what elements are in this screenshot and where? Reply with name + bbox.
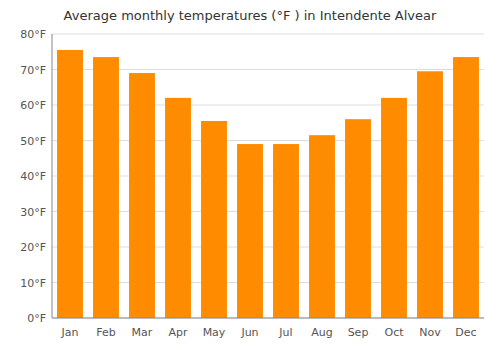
x-tick-label: Mar bbox=[132, 326, 153, 339]
x-tick-label: May bbox=[203, 326, 226, 339]
y-tick-label: 70°F bbox=[20, 64, 46, 77]
y-tick-label: 60°F bbox=[20, 99, 46, 112]
y-tick-label: 30°F bbox=[20, 206, 46, 219]
chart-container: 0°F 10°F 20°F 30°F 40°F 50°F 60°F 70°F 80°F Jan Fe… bbox=[0, 0, 500, 350]
bar bbox=[57, 50, 83, 318]
bar bbox=[273, 144, 299, 318]
x-tick-label: Jul bbox=[278, 326, 292, 339]
y-tick-label: 50°F bbox=[20, 135, 46, 148]
y-tick-label: 0°F bbox=[27, 312, 46, 325]
x-tick-label: Jan bbox=[61, 326, 79, 339]
x-tick-label: Oct bbox=[384, 326, 404, 339]
x-axis-line bbox=[52, 318, 484, 319]
x-tick-label: Nov bbox=[419, 326, 441, 339]
bar bbox=[237, 144, 263, 318]
y-tick-label: 20°F bbox=[20, 241, 46, 254]
x-tick-label: Aug bbox=[311, 326, 332, 339]
chart: 0°F 10°F 20°F 30°F 40°F 50°F 60°F 70°F 80°F Jan Fe… bbox=[0, 0, 500, 350]
x-tick-label: Jun bbox=[240, 326, 258, 339]
bar bbox=[93, 57, 119, 318]
bar bbox=[309, 135, 335, 318]
y-tick-label: 40°F bbox=[20, 170, 46, 183]
bar bbox=[381, 98, 407, 318]
bar bbox=[129, 73, 155, 318]
x-tick-label: Feb bbox=[96, 326, 115, 339]
y-tick-label: 80°F bbox=[20, 28, 46, 41]
grid bbox=[52, 34, 484, 318]
x-tick-label: Sep bbox=[348, 326, 369, 339]
y-axis-line bbox=[52, 34, 53, 318]
x-tick-label: Apr bbox=[168, 326, 188, 339]
grid-line bbox=[52, 34, 484, 35]
bar bbox=[345, 119, 371, 318]
bar bbox=[453, 57, 479, 318]
grid-line bbox=[52, 318, 484, 319]
title: Average monthly temperatures (°F ) in In… bbox=[64, 8, 437, 23]
bar bbox=[417, 71, 443, 318]
x-tick-label: Dec bbox=[455, 326, 476, 339]
bar bbox=[201, 121, 227, 318]
y-tick-label: 10°F bbox=[20, 277, 46, 290]
bars bbox=[57, 50, 479, 318]
bar bbox=[165, 98, 191, 318]
